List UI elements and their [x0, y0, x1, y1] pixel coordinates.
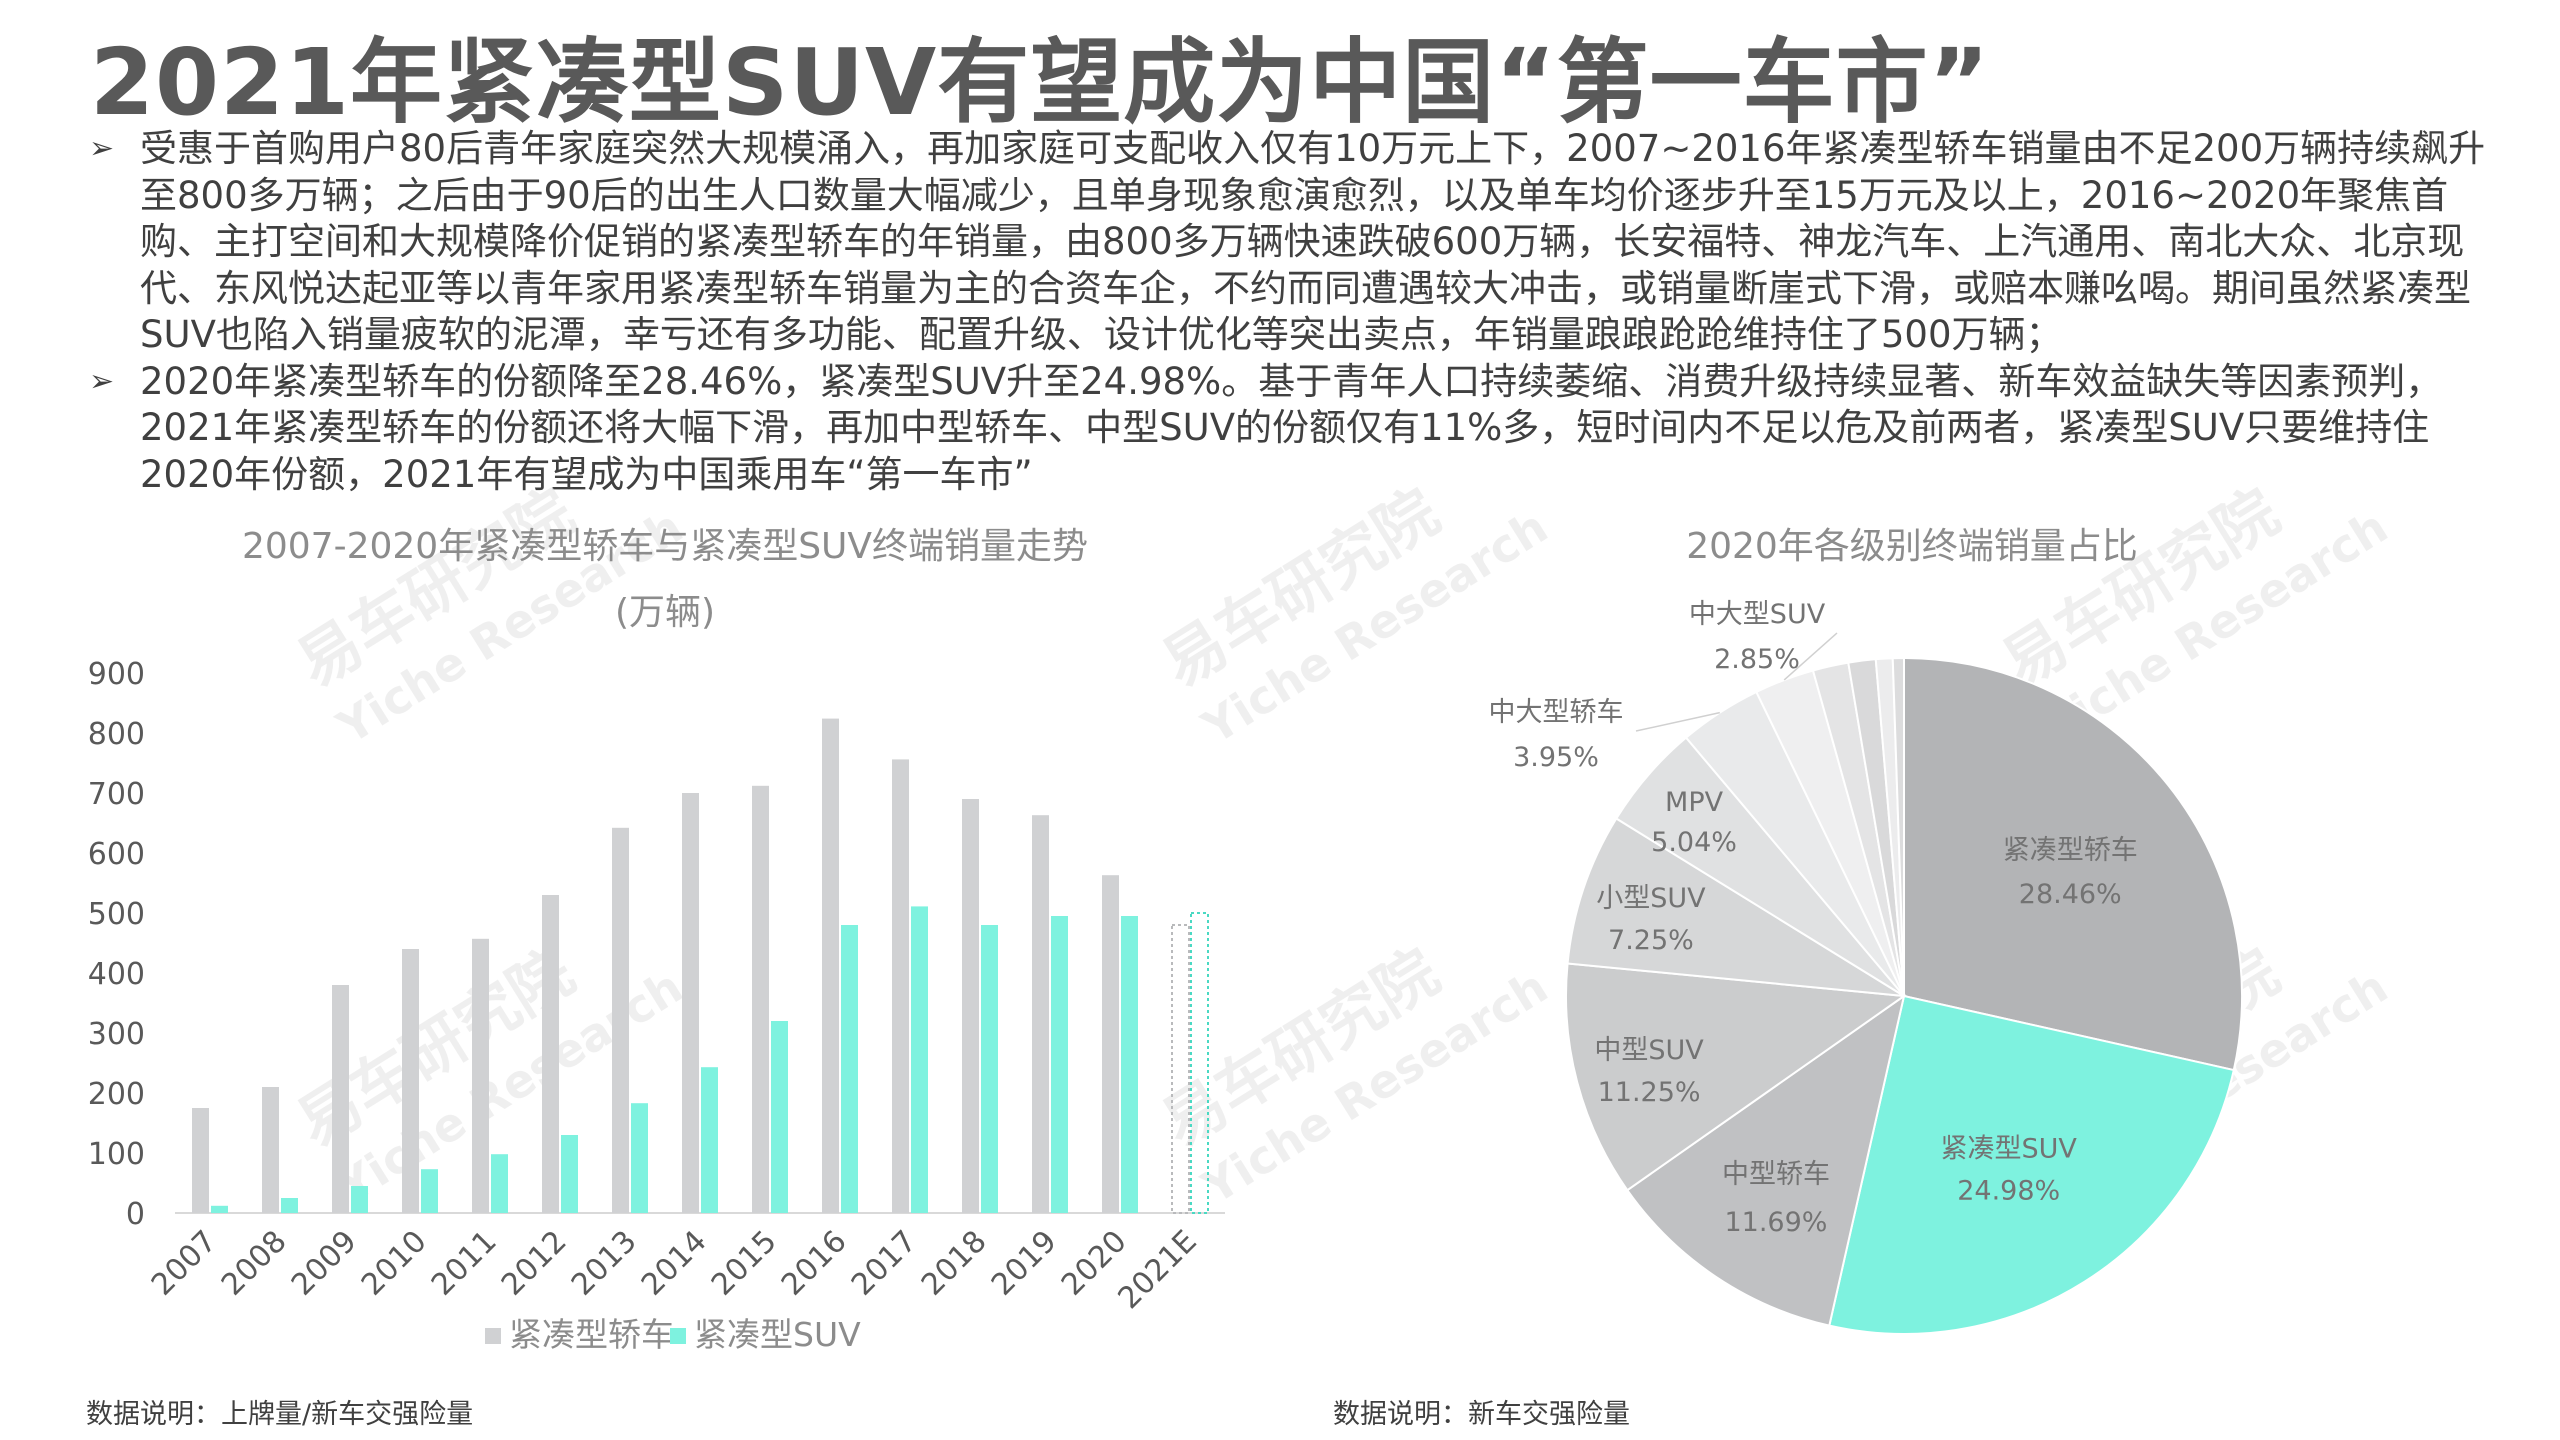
y-tick-label: 900 [88, 657, 145, 692]
x-tick-label: 2014 [635, 1224, 714, 1303]
x-tick-label: 2011 [425, 1224, 504, 1303]
legend-swatch [485, 1328, 501, 1344]
y-tick-label: 400 [88, 957, 145, 992]
pie-value: 24.98% [1957, 1176, 2060, 1207]
bar-suv-2013 [631, 1103, 648, 1213]
bar-sedan-2010 [402, 949, 419, 1213]
x-tick-label: 2015 [705, 1224, 784, 1303]
pie-label: 中型SUV [1594, 1035, 1704, 1066]
pie-slice-中型轿车 [1625, 993, 1906, 1327]
bar-sedan-2016 [822, 718, 839, 1213]
x-tick-label: 2021E [1112, 1224, 1204, 1316]
y-tick-label: 700 [88, 777, 145, 812]
bar-suv-2018 [981, 925, 998, 1213]
bar-suv-2014 [701, 1067, 718, 1213]
pie-value: 2.85% [1714, 644, 1800, 675]
arrow-bullet-icon: ➢ [89, 363, 115, 399]
y-tick-label: 100 [88, 1137, 145, 1172]
x-tick-label: 2018 [915, 1224, 994, 1303]
pie-label: 中大型轿车 [1489, 697, 1624, 728]
legend-label: 紧凑型SUV [694, 1315, 861, 1354]
chart-title: 2020年各级别终端销量占比 [1686, 526, 2138, 567]
bar-sedan-2009 [332, 985, 349, 1213]
bar-sedan-2019 [1032, 815, 1049, 1213]
x-tick-label: 2017 [845, 1224, 924, 1303]
bar-sedan-2020 [1102, 875, 1119, 1213]
leader-line [1635, 711, 1720, 732]
bar-suv-2021E [1190, 912, 1209, 1214]
bar-suv-2010 [421, 1169, 438, 1213]
legend-swatch [670, 1328, 686, 1344]
x-tick-label: 2013 [565, 1224, 644, 1303]
bar-suv-2015 [771, 1021, 788, 1213]
pie-label: MPV [1665, 787, 1724, 818]
pie-label: 紧凑型轿车 [2003, 835, 2138, 866]
bullet-list: ➢ 受惠于首购用户80后青年家庭突然大规模涌入，再加家庭可支配收入仅有10万元上… [85, 126, 2505, 498]
bar-sedan-2015 [752, 785, 769, 1213]
y-tick-label: 0 [126, 1197, 145, 1232]
pie-slice [1891, 656, 1905, 997]
bar-suv-2009 [351, 1186, 368, 1213]
bar-sedan-2013 [612, 827, 629, 1213]
bar-suv-2011 [491, 1154, 508, 1213]
bullet-item: ➢ 受惠于首购用户80后青年家庭突然大规模涌入，再加家庭可支配收入仅有10万元上… [85, 126, 2505, 359]
bullet-item: ➢ 2020年紧凑型轿车的份额降至28.46%，紧凑型SUV升至24.98%。基… [85, 359, 2505, 499]
pie-value: 11.25% [1598, 1077, 1701, 1108]
pie-label: 中大型SUV [1689, 599, 1826, 630]
x-tick-label: 2007 [145, 1224, 224, 1303]
arrow-bullet-icon: ➢ [89, 131, 115, 166]
bar-chart: 2007-2020年紧凑型轿车与紧凑型SUV终端销量走势 (万辆) 0 100 200 3… [88, 526, 1225, 1354]
chart-subtitle: (万辆) [615, 592, 715, 633]
bar-sedan-2018 [962, 799, 979, 1213]
bar-sedan-2008 [262, 1087, 279, 1213]
data-note-right: 数据说明：新车交强险量 [1333, 1399, 1630, 1430]
bar-sedan-2012 [542, 895, 559, 1213]
bullet-text: 受惠于首购用户80后青年家庭突然大规模涌入，再加家庭可支配收入仅有10万元上下，… [140, 127, 2486, 356]
y-tick-label: 500 [88, 897, 145, 932]
bar-sedan-2011 [472, 938, 489, 1213]
bar-sedan-2021E [1171, 924, 1190, 1214]
pie-value: 28.46% [2019, 879, 2122, 910]
legend-label: 紧凑型轿车 [509, 1315, 674, 1354]
y-tick-label: 800 [88, 717, 145, 752]
data-note-left: 数据说明：上牌量/新车交强险量 [86, 1399, 474, 1430]
bar-suv-2016 [841, 925, 858, 1213]
pie-label: 小型SUV [1596, 883, 1706, 914]
bar-suv-2020 [1121, 916, 1138, 1213]
pie-label: 紧凑型SUV [1941, 1134, 2078, 1165]
bar-suv-2012 [561, 1135, 578, 1213]
y-tick-label: 300 [88, 1017, 145, 1052]
bar-suv-2008 [281, 1198, 298, 1213]
bar-suv-2019 [1051, 916, 1068, 1213]
x-tick-label: 2019 [985, 1224, 1064, 1303]
pie-value: 11.69% [1724, 1207, 1827, 1238]
x-tick-label: 2009 [285, 1224, 364, 1303]
bar-sedan-2017 [892, 759, 909, 1213]
x-tick-label: 2016 [775, 1224, 854, 1303]
pie-slice-紧凑型SUV [1828, 994, 2235, 1335]
y-tick-label: 200 [88, 1077, 145, 1112]
bar-suv-2007 [211, 1205, 228, 1213]
pie-slice-紧凑型轿车 [1903, 656, 2243, 1072]
pie-label: 中型轿车 [1722, 1159, 1830, 1190]
bar-sedan-2007 [192, 1108, 209, 1213]
pie-slice-中型SUV [1565, 962, 1907, 1192]
chart-title: 2007-2020年紧凑型轿车与紧凑型SUV终端销量走势 [242, 526, 1088, 567]
leader-line [1783, 632, 1838, 681]
pie-value: 5.04% [1651, 827, 1737, 858]
bar-sedan-2014 [682, 793, 699, 1213]
bullet-text: 2020年紧凑型轿车的份额降至28.46%，紧凑型SUV升至24.98%。基于青… [140, 359, 2443, 496]
pie-value: 3.95% [1513, 742, 1599, 773]
y-tick-label: 600 [88, 837, 145, 872]
x-tick-label: 2010 [355, 1224, 434, 1303]
pie-value: 7.25% [1608, 925, 1694, 956]
x-tick-label: 2012 [495, 1224, 574, 1303]
x-tick-label: 2008 [215, 1224, 294, 1303]
bar-suv-2017 [911, 906, 928, 1213]
pie-slice-小型SUV [1566, 817, 1905, 997]
page-title: 2021年紧凑型SUV有望成为中国“第一车市” [90, 29, 1991, 136]
